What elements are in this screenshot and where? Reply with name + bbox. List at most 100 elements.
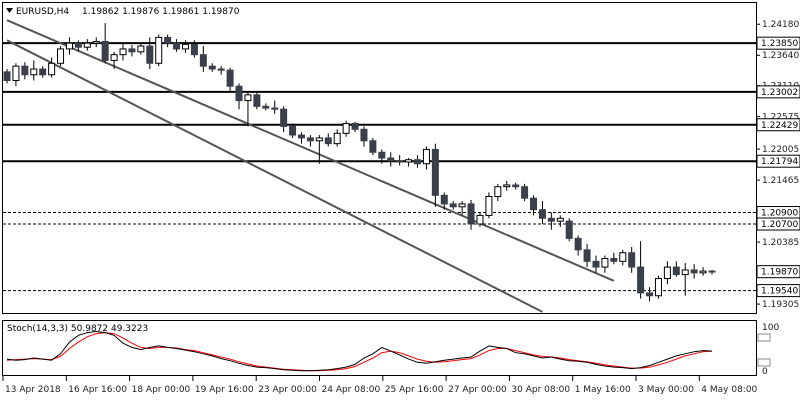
candle-body xyxy=(315,137,323,142)
candle-body xyxy=(476,214,484,225)
candle xyxy=(610,252,618,265)
candle-body xyxy=(654,278,662,297)
candle-body xyxy=(485,195,493,216)
candle-body xyxy=(74,42,82,48)
candle xyxy=(280,106,288,133)
level-price-box: 1.20900 xyxy=(756,206,800,220)
time-tick-label: 25 Apr 16:00 xyxy=(385,385,444,395)
candle-body xyxy=(538,209,546,219)
level-price-box-text: 1.19540 xyxy=(761,287,798,297)
candle xyxy=(12,63,20,87)
stoch-level-marker-upper xyxy=(757,333,771,342)
candle-body xyxy=(164,36,172,44)
candle xyxy=(681,263,689,296)
candle-body xyxy=(396,160,404,163)
channel-upper-line[interactable] xyxy=(6,19,615,282)
candle xyxy=(155,34,163,67)
candle-body xyxy=(57,48,65,64)
candle xyxy=(663,261,671,285)
time-tick-label: 1 May 16:00 xyxy=(575,385,631,395)
symbol-label: EURUSD,H4 xyxy=(16,7,69,17)
candle-body xyxy=(226,69,234,87)
price-tick-label: 1.20385 xyxy=(762,238,799,248)
candle-body xyxy=(387,157,395,162)
level-price-box-bg xyxy=(756,118,800,132)
candle xyxy=(449,201,457,210)
level-price-box: 1.20700 xyxy=(756,217,800,231)
level-price-box: 1.21794 xyxy=(756,154,800,168)
candle-body xyxy=(556,217,564,222)
time-tick-label: 13 Apr 2018 xyxy=(5,385,61,395)
current-price-box-bg xyxy=(756,265,800,279)
candle-body xyxy=(440,194,448,205)
candle-body xyxy=(512,184,520,188)
price-tick-label: 1.19305 xyxy=(762,300,799,310)
candle-body xyxy=(181,43,189,50)
candle xyxy=(333,129,341,147)
current-price-box-text: 1.19870 xyxy=(761,268,798,278)
candle-body xyxy=(119,48,127,56)
candle-body xyxy=(244,94,252,102)
candle xyxy=(556,215,564,227)
candle xyxy=(405,158,413,167)
candle-body xyxy=(708,270,716,273)
candle xyxy=(57,46,65,67)
level-price-box: 1.23850 xyxy=(756,36,800,50)
candle-body xyxy=(65,42,73,50)
candle xyxy=(512,182,520,190)
candle-body xyxy=(21,65,29,76)
candle-body xyxy=(530,197,538,211)
level-price-box: 1.22429 xyxy=(756,118,800,132)
candle xyxy=(422,146,430,170)
candle xyxy=(414,155,422,168)
candle xyxy=(101,23,109,64)
candle xyxy=(306,135,314,147)
candle-body xyxy=(280,108,288,127)
level-price-box-bg xyxy=(756,217,800,231)
channel-lower-line[interactable] xyxy=(6,39,543,313)
candle xyxy=(601,255,609,273)
candle xyxy=(387,152,395,167)
candle xyxy=(485,192,493,219)
candle-body xyxy=(271,107,279,110)
candle xyxy=(3,69,11,84)
candle-body xyxy=(637,266,645,294)
candle-body xyxy=(92,40,100,44)
candle-body xyxy=(235,85,243,102)
candle xyxy=(244,91,252,127)
candle xyxy=(173,39,181,52)
candle-body xyxy=(155,36,163,64)
candle xyxy=(369,137,377,156)
level-price-box-text: 1.23850 xyxy=(761,39,798,49)
price-tick-label: 1.23640 xyxy=(762,51,799,61)
price-tick-label: 1.22575 xyxy=(762,112,799,122)
stoch-level-min: 0 xyxy=(762,367,768,377)
candle-body xyxy=(431,148,439,196)
candle xyxy=(467,199,475,230)
stoch-label: Stoch(14,3,3) 50.9872 49.3223 xyxy=(7,324,148,334)
triangle-down-icon[interactable] xyxy=(6,8,13,13)
candle-body xyxy=(619,252,627,262)
level-price-box-bg xyxy=(756,284,800,298)
candle xyxy=(253,91,261,110)
candle xyxy=(190,40,198,58)
candle-body xyxy=(458,203,466,208)
candle-body xyxy=(574,237,582,251)
candle-body xyxy=(101,40,109,61)
candle xyxy=(458,201,466,216)
candle xyxy=(74,40,82,52)
level-price-box-text: 1.22429 xyxy=(761,121,798,131)
trend-channel xyxy=(6,19,615,313)
candle-body xyxy=(610,257,618,262)
candle-body xyxy=(12,65,20,81)
candle-body xyxy=(146,45,154,64)
candle xyxy=(119,43,127,61)
candle-body xyxy=(378,151,386,159)
candle xyxy=(699,267,707,276)
level-price-box: 1.19540 xyxy=(756,284,800,298)
candle-body xyxy=(521,186,529,199)
candle xyxy=(619,249,627,266)
current-price-box: 1.19870 xyxy=(756,265,800,279)
candle-body xyxy=(173,42,181,50)
candle xyxy=(583,244,591,268)
